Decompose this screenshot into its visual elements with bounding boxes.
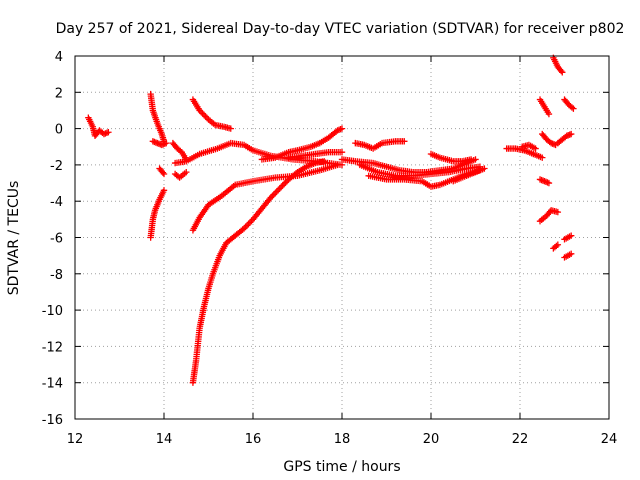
series-arc-19 (450, 165, 488, 185)
data-point (282, 179, 289, 186)
y-tick-label: -6 (50, 232, 63, 247)
series-arc-7 (171, 168, 190, 181)
x-tick-label: 14 (156, 432, 173, 447)
data-point (183, 168, 190, 176)
chart-title: Day 257 of 2021, Sidereal Day-to-day VTE… (56, 21, 625, 37)
series-arc-22 (536, 176, 553, 187)
series-arc-31 (561, 250, 575, 261)
series-arc-16 (356, 161, 484, 179)
y-tick-labels: -16 -14 -12 -10 -8 -6 -4 -2 0 2 4 (42, 50, 63, 428)
grid-lines (75, 56, 609, 419)
series-arc-8 (189, 96, 234, 132)
y-tick-label: -8 (50, 268, 63, 283)
series-arc-28 (554, 130, 575, 147)
data-point (557, 67, 565, 75)
data-point (200, 111, 208, 119)
data-point (554, 241, 562, 248)
y-tick-label: -10 (42, 304, 63, 319)
series-arc-26 (550, 54, 566, 76)
data-point (105, 129, 112, 136)
data-point (553, 242, 560, 250)
x-tick-label: 22 (512, 432, 529, 447)
x-tick-label: 18 (334, 432, 351, 447)
data-point (321, 158, 328, 165)
y-tick-label: 0 (55, 123, 63, 138)
data-point (202, 113, 209, 120)
data-point (532, 145, 539, 152)
series-arc-27 (561, 96, 577, 112)
data-point (272, 189, 279, 197)
y-tick-label: 2 (55, 86, 63, 101)
data-point (280, 180, 288, 188)
series-arc-20 (503, 145, 546, 161)
x-tick-label: 24 (601, 432, 618, 447)
series-arc-24 (539, 130, 559, 149)
data-point (276, 185, 283, 192)
series-arc-21 (519, 141, 539, 152)
series-arc-29 (550, 241, 562, 252)
plot-frame (74, 55, 610, 420)
data-point (554, 208, 562, 216)
series-arc-11 (189, 158, 328, 386)
data-points (85, 54, 577, 386)
series-arc-14 (352, 138, 408, 152)
series-arc-5 (156, 165, 168, 178)
data-point (545, 179, 553, 187)
data-point (270, 191, 277, 198)
data-point (567, 130, 575, 138)
data-point (160, 170, 168, 178)
y-tick-label: -2 (50, 159, 63, 174)
data-point (279, 182, 286, 189)
y-tick-label: 4 (55, 50, 63, 65)
series-arc-3 (149, 138, 170, 149)
data-point (567, 250, 575, 258)
series-arc-10 (189, 161, 341, 234)
data-point (338, 125, 346, 132)
y-tick-label: -12 (42, 340, 63, 355)
x-axis-label: GPS time / hours (283, 459, 400, 475)
x-tick-label: 12 (67, 432, 84, 447)
data-point (481, 165, 488, 172)
data-point (545, 110, 553, 118)
data-point (559, 69, 566, 76)
data-point (467, 156, 475, 163)
data-point (160, 187, 168, 194)
data-point (227, 125, 234, 132)
x-tick-label: 16 (245, 432, 262, 447)
data-point (245, 220, 252, 228)
data-point (246, 219, 254, 226)
series-arc-23 (536, 96, 553, 118)
data-point (159, 169, 167, 176)
series-arc-2 (147, 90, 168, 145)
data-point (275, 186, 282, 194)
series-arc-25 (536, 207, 562, 225)
data-point (338, 148, 346, 156)
y-axis-label: SDTVAR / TECUs (6, 181, 22, 296)
data-point (277, 183, 285, 191)
series-arc-13 (285, 148, 346, 161)
data-point (568, 104, 576, 111)
x-tick-label: 20 (423, 432, 440, 447)
y-tick-label: -4 (50, 195, 63, 210)
series-arc-18 (427, 150, 475, 165)
data-point (570, 105, 577, 112)
x-tick-labels: 12 14 16 18 20 22 24 (67, 432, 618, 447)
y-tick-label: -14 (42, 377, 63, 392)
data-point (401, 138, 408, 145)
series-arc-12 (258, 125, 346, 163)
data-point (199, 110, 206, 117)
data-point (292, 170, 300, 177)
data-point (539, 154, 546, 161)
series-arc-4 (147, 187, 168, 241)
data-point (567, 232, 575, 239)
series-arc-1 (85, 114, 112, 140)
series-arc-30 (561, 232, 575, 243)
data-point (243, 222, 251, 229)
data-point (163, 139, 170, 147)
data-point (273, 188, 280, 195)
y-tick-label: -16 (42, 413, 63, 428)
data-point (334, 161, 341, 169)
